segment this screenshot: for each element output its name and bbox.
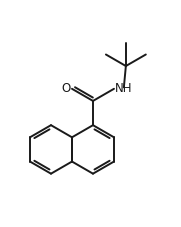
Text: NH: NH xyxy=(115,82,132,95)
Text: O: O xyxy=(62,82,71,95)
